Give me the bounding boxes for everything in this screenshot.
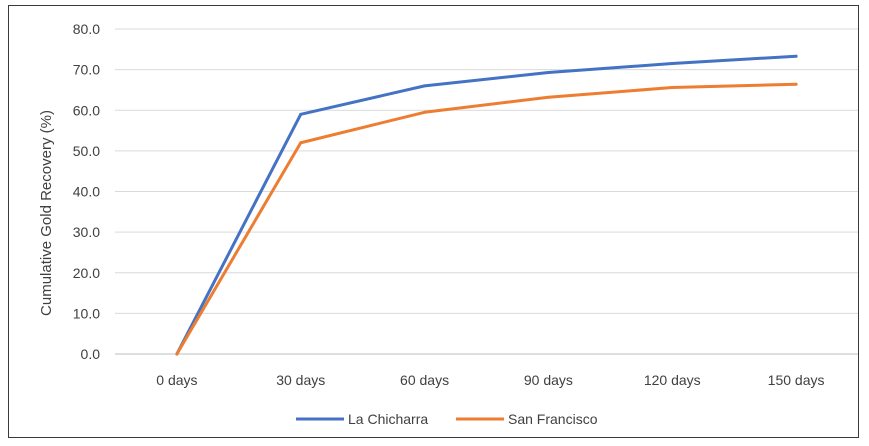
- x-axis-tick-labels: 0 days 30 days 60 days 90 days 120 days 150 d…: [156, 372, 824, 388]
- data-point: [670, 62, 674, 66]
- legend: La Chicharra San Francisco: [296, 411, 598, 427]
- chart-frame: [8, 5, 859, 438]
- x-tick-label: 60 days: [400, 372, 449, 388]
- data-point: [299, 141, 303, 145]
- data-point: [546, 95, 550, 99]
- x-tick-label: 0 days: [156, 372, 197, 388]
- legend-label: La Chicharra: [348, 411, 428, 427]
- y-tick-label: 20.0: [73, 265, 100, 281]
- data-point: [299, 112, 303, 116]
- data-point: [175, 352, 179, 356]
- x-tick-label: 150 days: [768, 372, 825, 388]
- x-tick-label: 30 days: [276, 372, 325, 388]
- y-tick-label: 40.0: [73, 184, 100, 200]
- x-tick-label: 120 days: [644, 372, 701, 388]
- y-axis-tick-labels: 0.0 10.0 20.0 30.0 40.0 50.0 60.0 70.0 80.0: [73, 21, 100, 362]
- data-point: [423, 84, 427, 88]
- series-line-la-chicharra: [175, 54, 798, 356]
- legend-label: San Francisco: [508, 411, 598, 427]
- y-tick-label: 60.0: [73, 102, 100, 118]
- y-tick-label: 30.0: [73, 224, 100, 240]
- data-point: [794, 82, 798, 86]
- y-tick-label: 10.0: [73, 305, 100, 321]
- x-tick-label: 90 days: [524, 372, 573, 388]
- y-tick-label: 80.0: [73, 21, 100, 37]
- series-lines: [175, 54, 798, 356]
- gridlines: [115, 28, 858, 355]
- y-tick-label: 0.0: [81, 346, 101, 362]
- y-tick-label: 70.0: [73, 62, 100, 78]
- data-point: [670, 86, 674, 89]
- series-line-san-francisco: [175, 82, 798, 356]
- data-point: [423, 110, 427, 114]
- y-axis-title: Cumulative Gold Recovery (%): [38, 110, 55, 316]
- data-point: [546, 70, 550, 74]
- y-tick-label: 50.0: [73, 143, 100, 159]
- data-point: [794, 54, 798, 58]
